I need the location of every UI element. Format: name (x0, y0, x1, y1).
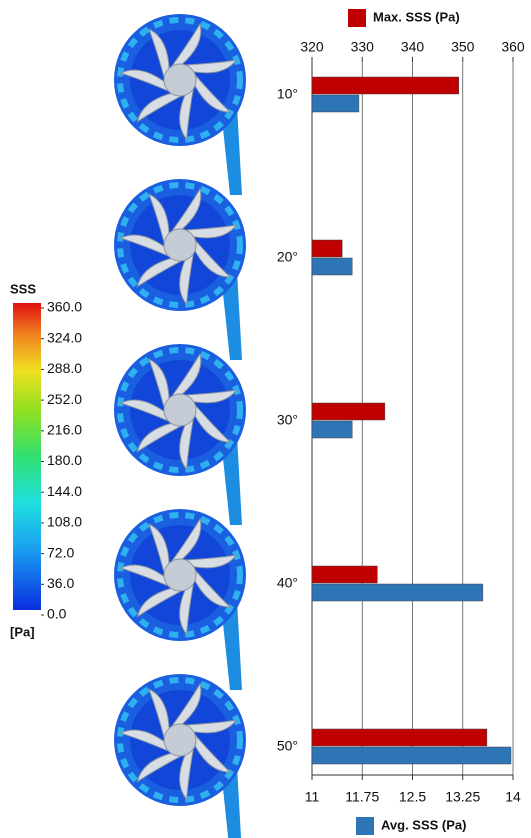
x-tick-label: 12.5 (399, 789, 426, 805)
y-tick-label: 20° (277, 249, 298, 265)
colorbar-label: 216.0 (47, 422, 82, 438)
bar (312, 77, 459, 94)
colorbar (13, 303, 41, 610)
colorbar-label: 360.0 (47, 299, 82, 315)
y-tick-label: 10° (277, 86, 298, 102)
bar (312, 95, 359, 112)
colorbar-label: 36.0 (47, 575, 74, 591)
x2-tick-label: 320 (300, 39, 324, 55)
bar (312, 240, 342, 257)
bar (312, 584, 483, 601)
cfd-image (114, 344, 246, 525)
colorbar-label: 288.0 (47, 360, 82, 376)
y-tick-label: 30° (277, 412, 298, 428)
x-tick-label: 11.75 (345, 789, 379, 805)
cfd-image (114, 14, 246, 195)
legend-swatch (356, 817, 374, 835)
legend-swatch (348, 9, 366, 27)
x2-tick-label: 350 (451, 39, 475, 55)
colorbar-label: 144.0 (47, 483, 82, 499)
bar (312, 729, 487, 746)
x2-tick-label: 340 (401, 39, 425, 55)
y-tick-label: 40° (277, 575, 298, 591)
legend-label: Max. SSS (Pa) (373, 9, 460, 24)
figure: SSS [Pa] 360.0 324.0 288.0 252.0 216.0 180.0 1… (0, 0, 531, 838)
cfd-image (114, 509, 246, 690)
legend-label: Avg. SSS (Pa) (381, 817, 466, 832)
colorbar-label: 0.0 (47, 606, 67, 622)
colorbar-label: 72.0 (47, 544, 74, 560)
bar (312, 258, 352, 275)
colorbar-label: 252.0 (47, 391, 82, 407)
colorbar-title: SSS (10, 281, 36, 296)
bar (312, 403, 385, 420)
colorbar-label: 108.0 (47, 514, 82, 530)
cfd-image (114, 674, 246, 838)
cfd-image (114, 179, 246, 360)
colorbar-label: 324.0 (47, 329, 82, 345)
bar (312, 421, 352, 438)
x2-tick-label: 360 (501, 39, 525, 55)
x-tick-label: 14 (505, 789, 521, 805)
cfd-images (114, 14, 246, 838)
x-tick-label: 13.25 (445, 789, 480, 805)
colorbar-label: 180.0 (47, 452, 82, 468)
bar (312, 566, 377, 583)
x-tick-label: 11 (305, 789, 320, 805)
x2-tick-label: 330 (351, 39, 375, 55)
y-tick-label: 50° (277, 738, 298, 754)
bar (312, 747, 511, 764)
colorbar-unit: [Pa] (10, 624, 35, 639)
